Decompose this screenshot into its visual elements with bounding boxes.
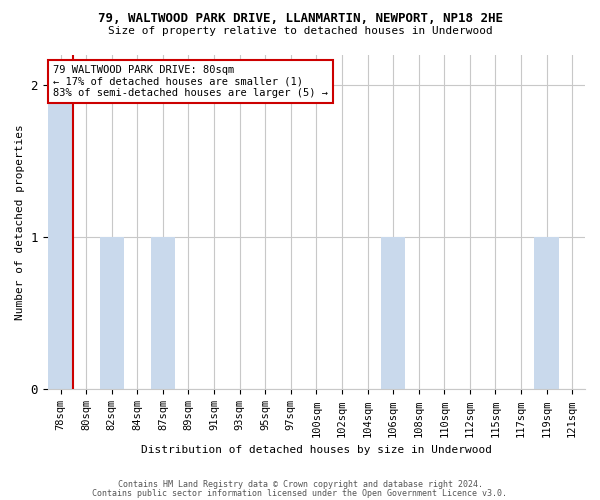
Bar — [100, 238, 124, 390]
Bar — [381, 238, 405, 390]
Text: 79, WALTWOOD PARK DRIVE, LLANMARTIN, NEWPORT, NP18 2HE: 79, WALTWOOD PARK DRIVE, LLANMARTIN, NEW… — [97, 12, 503, 26]
Text: Contains HM Land Registry data © Crown copyright and database right 2024.: Contains HM Land Registry data © Crown c… — [118, 480, 482, 489]
Bar — [535, 238, 559, 390]
Text: Size of property relative to detached houses in Underwood: Size of property relative to detached ho… — [107, 26, 493, 36]
Text: Contains public sector information licensed under the Open Government Licence v3: Contains public sector information licen… — [92, 489, 508, 498]
Text: 79 WALTWOOD PARK DRIVE: 80sqm
← 17% of detached houses are smaller (1)
83% of se: 79 WALTWOOD PARK DRIVE: 80sqm ← 17% of d… — [53, 65, 328, 98]
Bar — [49, 86, 73, 390]
X-axis label: Distribution of detached houses by size in Underwood: Distribution of detached houses by size … — [141, 445, 492, 455]
Bar — [151, 238, 175, 390]
Y-axis label: Number of detached properties: Number of detached properties — [15, 124, 25, 320]
